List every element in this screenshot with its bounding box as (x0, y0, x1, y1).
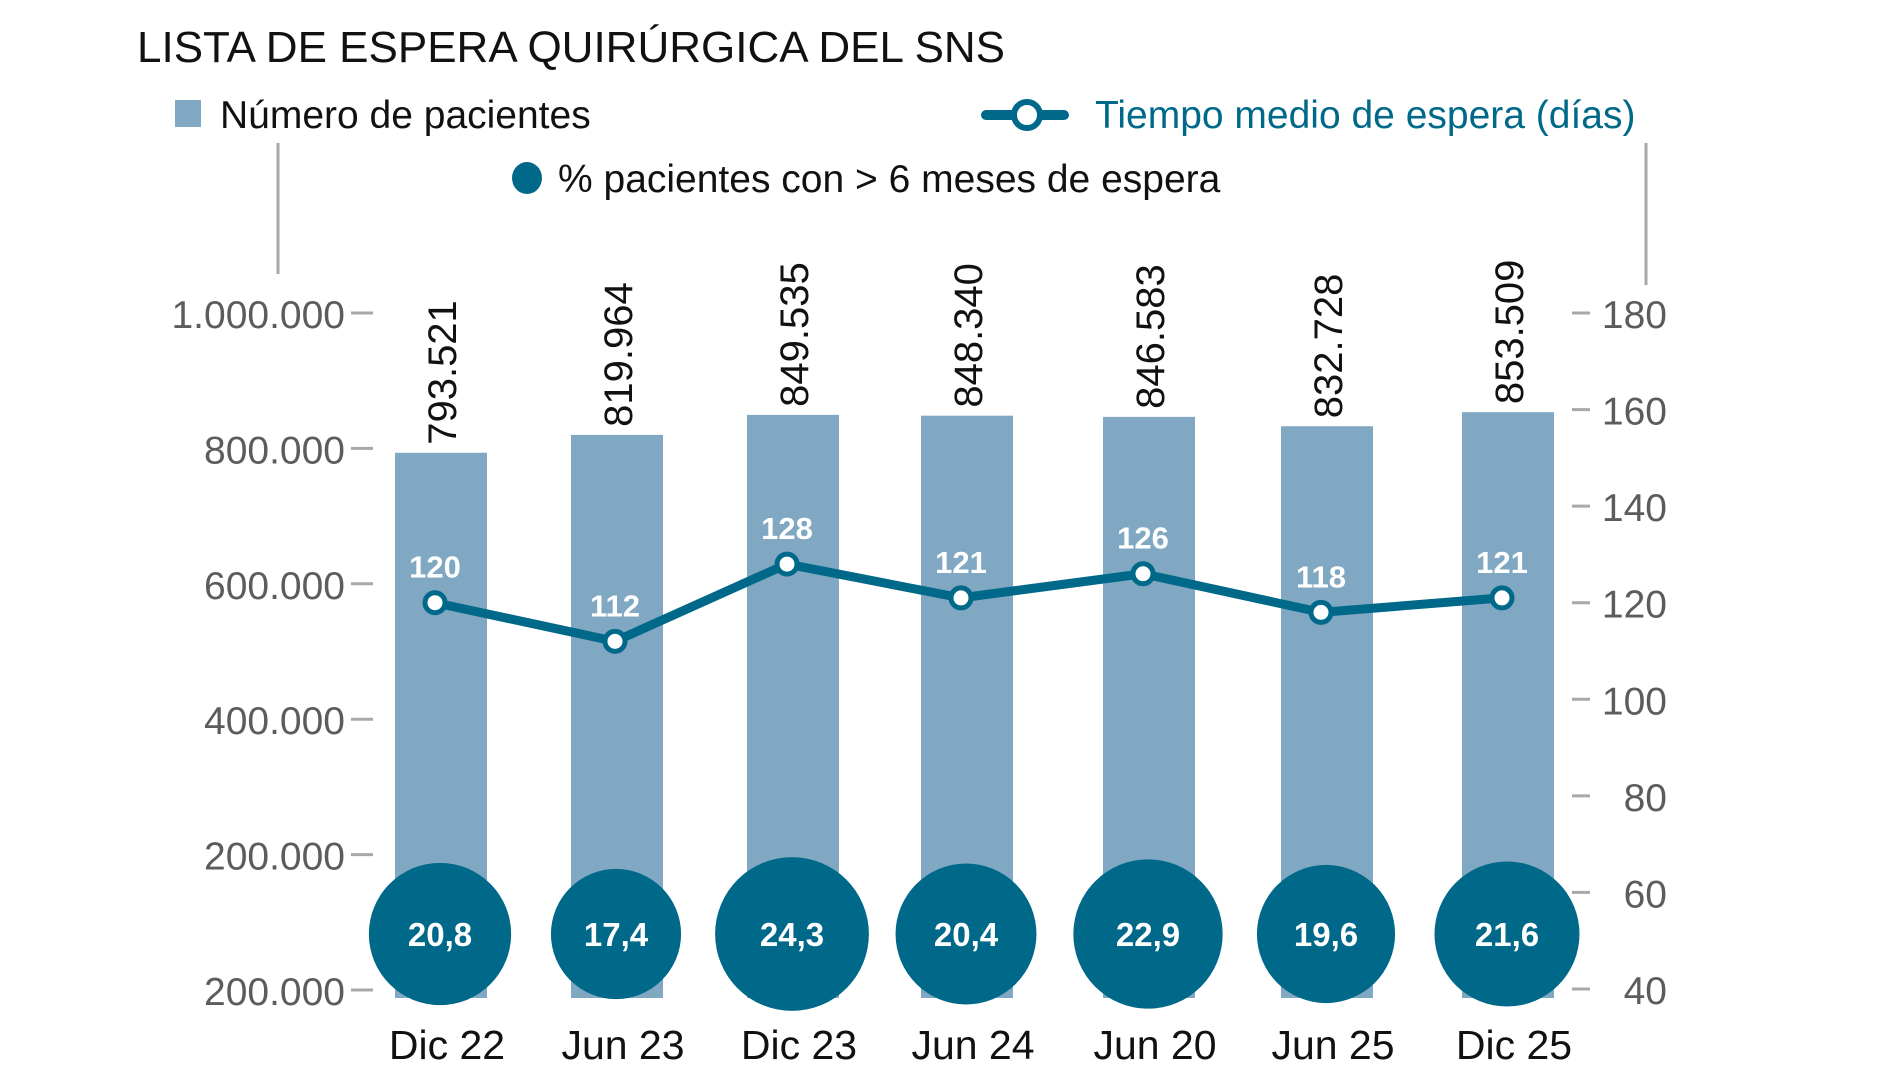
bubble (550, 868, 682, 1000)
left-axis-tick-label: 1.000.000 (171, 294, 345, 337)
line-value-label: 126 (1117, 521, 1169, 556)
category-label: Jun 24 (911, 1022, 1034, 1068)
line-value-label: 112 (590, 588, 640, 623)
line-point (1308, 599, 1334, 625)
legend-line-label: Tiempo medio de espera (días) (1095, 94, 1635, 137)
bar-value-label: 853.509 (1488, 260, 1532, 405)
legend-bar-swatch-icon (175, 100, 201, 127)
right-axis-tick-label: 60 (1624, 873, 1667, 916)
line-value-label: 121 (1476, 545, 1528, 580)
left-axis-tick-label: 200.000 (204, 971, 345, 1014)
bubble-value-label: 19,6 (1294, 916, 1358, 953)
line-point (422, 590, 448, 616)
bar-value-label: 832.728 (1307, 274, 1351, 419)
right-axis: 180 160 140 120 100 80 60 40 (1572, 294, 1667, 1013)
right-axis-tick-label: 120 (1602, 584, 1667, 627)
category-label: Dic 23 (741, 1022, 857, 1068)
bubble-value-label: 20,8 (408, 916, 472, 953)
legend-item-bubbles: % pacientes con > 6 meses de espera (512, 158, 1221, 201)
legend-item-bars: Número de pacientes (175, 94, 591, 137)
bubble-value-label: 21,6 (1475, 916, 1539, 953)
line-value-label: 118 (1296, 559, 1346, 594)
bubble (1434, 861, 1580, 1007)
chart-title: LISTA DE ESPERA QUIRÚRGICA DEL SNS (137, 23, 1005, 72)
legend-bars-label: Número de pacientes (220, 94, 591, 137)
bubble-value-label: 24,3 (760, 916, 824, 953)
legend-item-line: Tiempo medio de espera (días) (981, 94, 1635, 137)
line-point (948, 585, 974, 611)
line-point (1489, 585, 1515, 611)
left-axis: 1.000.000 800.000 600.000 400.000 200.000 200… (171, 294, 373, 1014)
category-label: Dic 22 (389, 1022, 505, 1068)
category-label: Jun 20 (1093, 1022, 1216, 1068)
legend-bubbles-label: % pacientes con > 6 meses de espera (558, 158, 1221, 201)
line-point (774, 551, 800, 577)
right-axis-tick-label: 160 (1602, 391, 1667, 434)
bubble (715, 857, 869, 1011)
right-axis-tick-label: 100 (1602, 680, 1667, 723)
right-axis-tick-label: 40 (1624, 970, 1667, 1013)
category-label: Dic 25 (1456, 1022, 1572, 1068)
bubble (1073, 859, 1223, 1009)
right-axis-tick-label: 80 (1624, 777, 1667, 820)
line-value-label: 128 (761, 511, 813, 546)
bubbles: 20,8 17,4 24,3 20,4 22,9 19,6 21,6 (368, 857, 1580, 1011)
line-point (1130, 561, 1156, 587)
bar-value-label: 793.521 (421, 300, 465, 445)
bar-value-label: 846.583 (1129, 264, 1173, 409)
category-label: Jun 23 (561, 1022, 684, 1068)
line-series: 120 112 128 121 126 118 121 (409, 511, 1528, 654)
legend-line-marker-icon (981, 99, 1069, 131)
legend-bubble-dot-icon (512, 162, 542, 194)
bubble-value-label: 22,9 (1116, 916, 1180, 953)
left-axis-tick-label: 200.000 (204, 836, 345, 879)
left-axis-tick-label: 800.000 (204, 429, 345, 472)
category-labels: Dic 22 Jun 23 Dic 23 Jun 24 Jun 20 Jun 25 Dic … (389, 1022, 1572, 1068)
bar-value-label: 819.964 (597, 282, 641, 427)
bubble (368, 862, 512, 1006)
bar-value-label: 848.340 (947, 263, 991, 408)
left-axis-tick-label: 400.000 (204, 700, 345, 743)
bubble-value-label: 20,4 (934, 916, 999, 953)
category-label: Jun 25 (1271, 1022, 1394, 1068)
line-value-label: 121 (935, 545, 987, 580)
bubble (1256, 864, 1396, 1004)
bar-value-label: 849.535 (773, 262, 817, 407)
bar-labels: 793.521 819.964 849.535 848.340 846.583 832.7… (421, 260, 1532, 445)
right-axis-tick-label: 180 (1602, 294, 1667, 337)
left-axis-tick-label: 600.000 (204, 565, 345, 608)
right-axis-tick-label: 140 (1602, 487, 1667, 530)
line-point (602, 628, 628, 654)
line-value-label: 120 (409, 550, 461, 585)
bubble (895, 863, 1037, 1005)
bubble-value-label: 17,4 (584, 916, 649, 953)
